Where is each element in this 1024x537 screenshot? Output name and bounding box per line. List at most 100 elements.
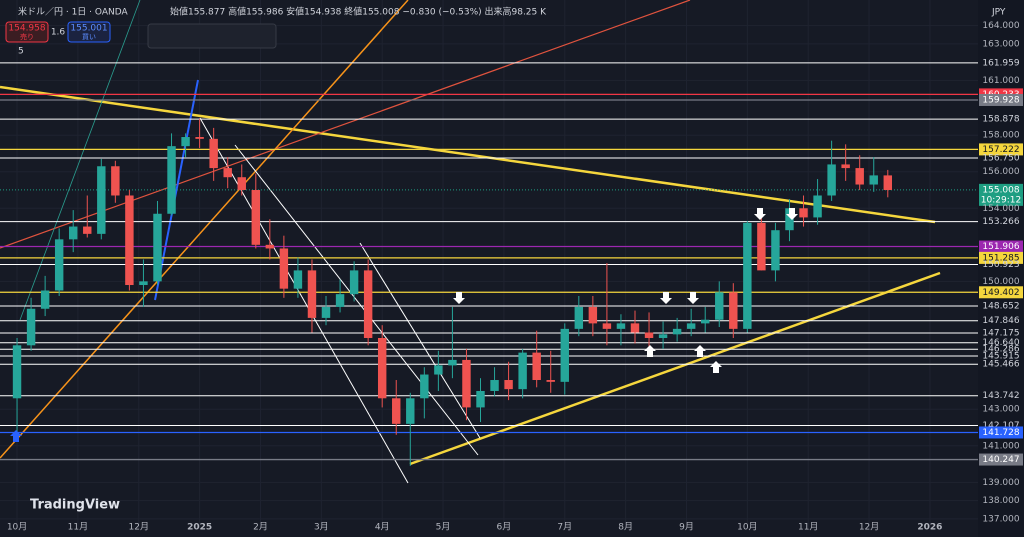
candle-body bbox=[307, 270, 317, 318]
level-label: 156.750 bbox=[982, 154, 1019, 164]
candle-body bbox=[420, 374, 429, 399]
candle-body bbox=[869, 175, 878, 185]
y-tick-label: 161.000 bbox=[982, 76, 1019, 86]
drawing-toolbar[interactable] bbox=[147, 23, 277, 49]
candle-body bbox=[729, 292, 738, 329]
level-label-box bbox=[979, 286, 1023, 299]
arrow bbox=[10, 430, 22, 442]
arrow bbox=[694, 345, 706, 357]
candle-body bbox=[462, 359, 471, 408]
sell-price: 154.958 bbox=[8, 24, 45, 34]
indicator-count: 5 bbox=[18, 47, 24, 57]
arrow bbox=[710, 361, 722, 373]
sell-label: 売り bbox=[20, 32, 34, 41]
header: 米ドル／円 · 1日 · OANDA 始値155.877 高値155.986 安… bbox=[5, 6, 1006, 513]
candle-body bbox=[785, 208, 794, 231]
candle-body bbox=[392, 398, 401, 424]
candle-body bbox=[883, 175, 893, 191]
candle-body bbox=[209, 138, 218, 169]
candle-body bbox=[700, 319, 710, 324]
candle-body bbox=[672, 328, 682, 335]
candle-body bbox=[686, 323, 696, 329]
arrow bbox=[786, 208, 798, 220]
candle-body bbox=[69, 226, 78, 240]
x-tick-label: 7月 bbox=[557, 522, 572, 533]
candle-body bbox=[757, 222, 766, 271]
level-label: 145.915 bbox=[982, 351, 1019, 361]
channel-line bbox=[359, 242, 481, 439]
level-label-box bbox=[979, 143, 1023, 156]
level-label: 149.402 bbox=[982, 288, 1019, 298]
level-label: 141.728 bbox=[982, 428, 1019, 438]
level-label: 146.286 bbox=[982, 345, 1019, 355]
candle-body bbox=[167, 146, 176, 214]
candle-body bbox=[83, 226, 92, 234]
buy-button[interactable] bbox=[67, 21, 111, 43]
candle-body bbox=[111, 166, 120, 196]
candle-body bbox=[855, 168, 864, 185]
last-price-box bbox=[979, 183, 1023, 206]
candle-body bbox=[841, 164, 850, 169]
candle-body bbox=[715, 292, 724, 320]
level-label: 151.285 bbox=[982, 253, 1019, 263]
level-label: 158.878 bbox=[982, 115, 1019, 125]
candle-body bbox=[54, 239, 64, 291]
candle-body bbox=[799, 208, 808, 218]
candle-body bbox=[448, 359, 457, 366]
x-tick-label: 6月 bbox=[497, 522, 512, 533]
y-tick-label: 141.000 bbox=[982, 441, 1019, 451]
x-tick-label: 12月 bbox=[129, 522, 149, 533]
x-tick-label: 2025 bbox=[187, 523, 212, 533]
level-label: 153.266 bbox=[982, 217, 1019, 227]
candle-body bbox=[265, 244, 275, 249]
level-label: 161.959 bbox=[982, 58, 1019, 68]
trendline bbox=[154, 79, 199, 301]
candle-body bbox=[504, 380, 513, 390]
y-tick-label: 137.000 bbox=[982, 514, 1019, 524]
x-tick-label: 10月 bbox=[737, 522, 757, 533]
y-tick-label: 150.000 bbox=[982, 277, 1019, 287]
candle-body bbox=[616, 323, 626, 329]
candle-body bbox=[743, 222, 752, 329]
candle-body bbox=[363, 270, 373, 338]
y-tick-label: 154.000 bbox=[982, 204, 1019, 214]
candle-body bbox=[490, 380, 499, 391]
channel-line bbox=[199, 117, 409, 484]
buy-price: 155.001 bbox=[70, 24, 107, 34]
level-label: 145.466 bbox=[982, 360, 1019, 370]
arrow bbox=[453, 292, 465, 304]
candle-body bbox=[602, 323, 612, 329]
x-tick-label: 4月 bbox=[375, 522, 390, 533]
candle-body bbox=[139, 281, 148, 286]
y-tick-label: 158.000 bbox=[982, 131, 1019, 141]
x-tick-label: 12月 bbox=[859, 522, 879, 533]
trendline bbox=[0, 0, 409, 459]
y-tick-label: 139.000 bbox=[982, 478, 1019, 488]
level-label: 159.928 bbox=[982, 95, 1019, 105]
arrow bbox=[644, 345, 656, 357]
candle-body bbox=[153, 213, 162, 282]
candle-body bbox=[546, 380, 555, 382]
trendline bbox=[19, 0, 141, 321]
level-label-box bbox=[979, 453, 1023, 466]
x-tick-label: 11月 bbox=[68, 522, 88, 533]
candle-body bbox=[532, 352, 541, 381]
arrows bbox=[10, 208, 798, 442]
x-tick-label: 10月 bbox=[7, 522, 27, 533]
candle-body bbox=[125, 195, 134, 286]
channel-line bbox=[234, 144, 479, 456]
candle-body bbox=[518, 352, 527, 390]
brand: TradingView bbox=[30, 498, 120, 513]
sell-button[interactable] bbox=[5, 21, 49, 43]
x-tick-label: 9月 bbox=[679, 522, 694, 533]
candle-body bbox=[827, 164, 836, 196]
candle-body bbox=[377, 337, 387, 399]
y-tick-label: 156.000 bbox=[982, 167, 1019, 177]
levels: 161.959160.233159.928158.878157.222156.7… bbox=[0, 58, 1023, 466]
countdown-label: 10:29:12 bbox=[981, 195, 1021, 205]
candle-body bbox=[476, 390, 485, 408]
symbol: 米ドル／円 · 1日 · OANDA bbox=[18, 6, 128, 18]
